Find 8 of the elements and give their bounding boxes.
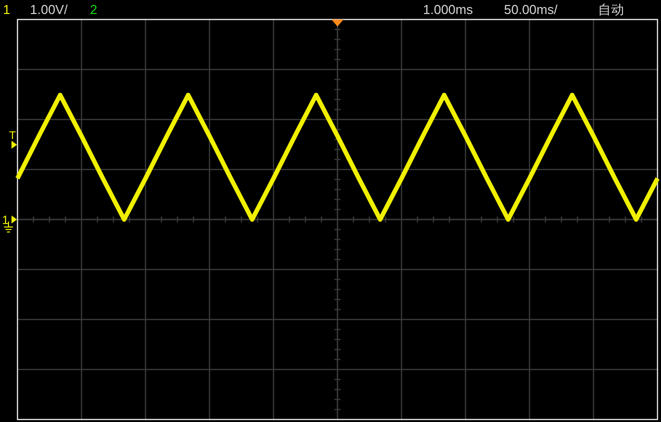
text: 1 <box>3 2 10 17</box>
text: 自动 <box>598 2 624 17</box>
text: 1 <box>2 213 9 227</box>
text: 2 <box>90 2 98 17</box>
text: 50.00ms/ <box>504 2 558 17</box>
text: 1.00V/ <box>30 2 68 17</box>
annotation: T <box>9 130 16 142</box>
text: 1.000ms <box>423 2 474 17</box>
